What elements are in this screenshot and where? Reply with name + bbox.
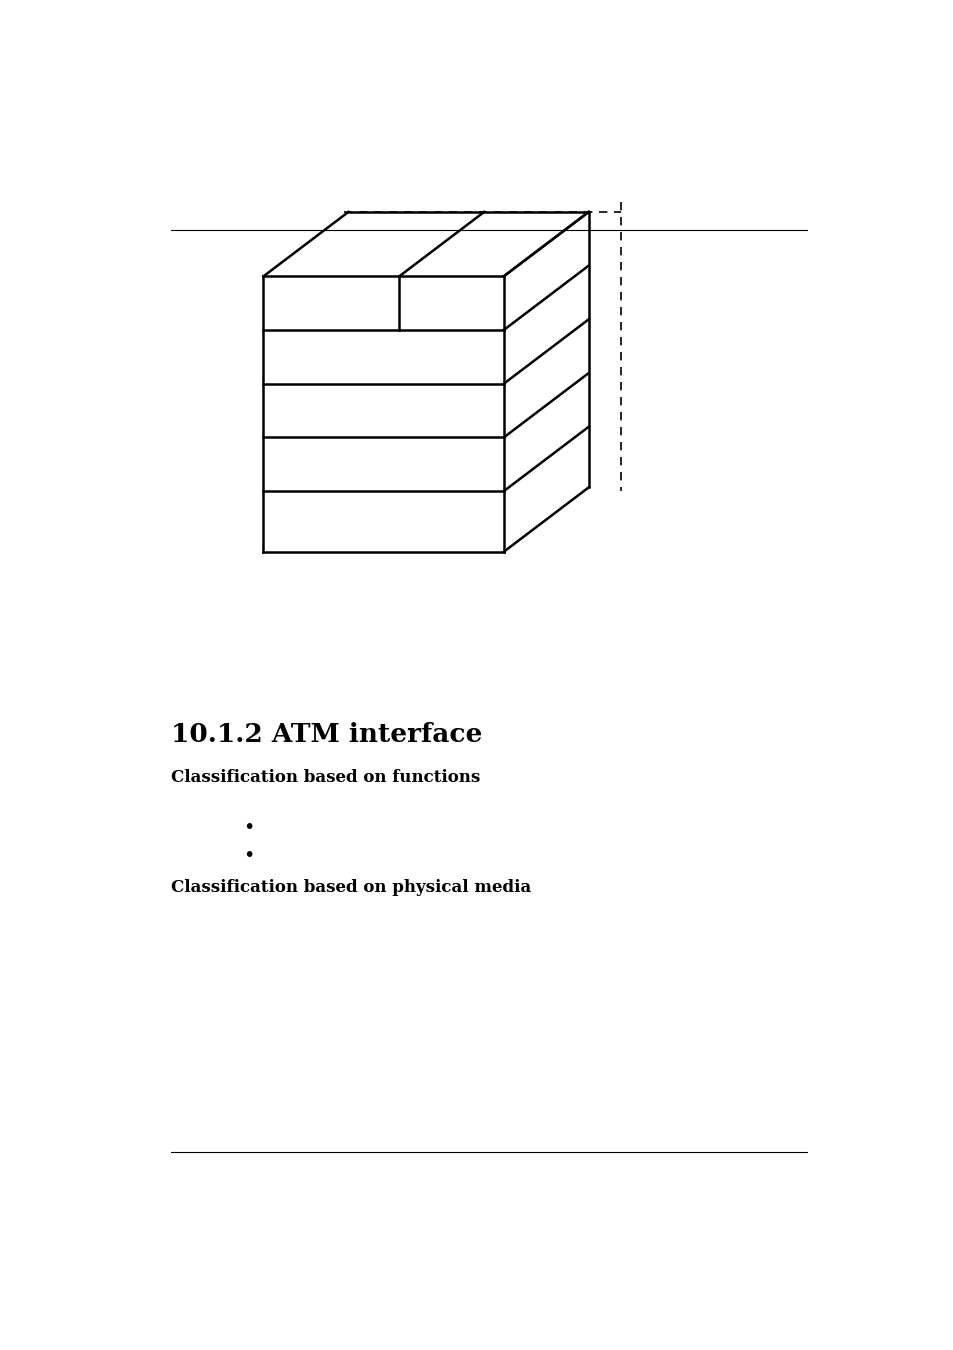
Text: •: • [243,846,254,865]
Text: •: • [243,818,254,837]
Text: Classification based on functions: Classification based on functions [171,768,479,786]
Text: 10.1.2 ATM interface: 10.1.2 ATM interface [171,722,482,748]
Text: Classification based on physical media: Classification based on physical media [171,879,531,896]
